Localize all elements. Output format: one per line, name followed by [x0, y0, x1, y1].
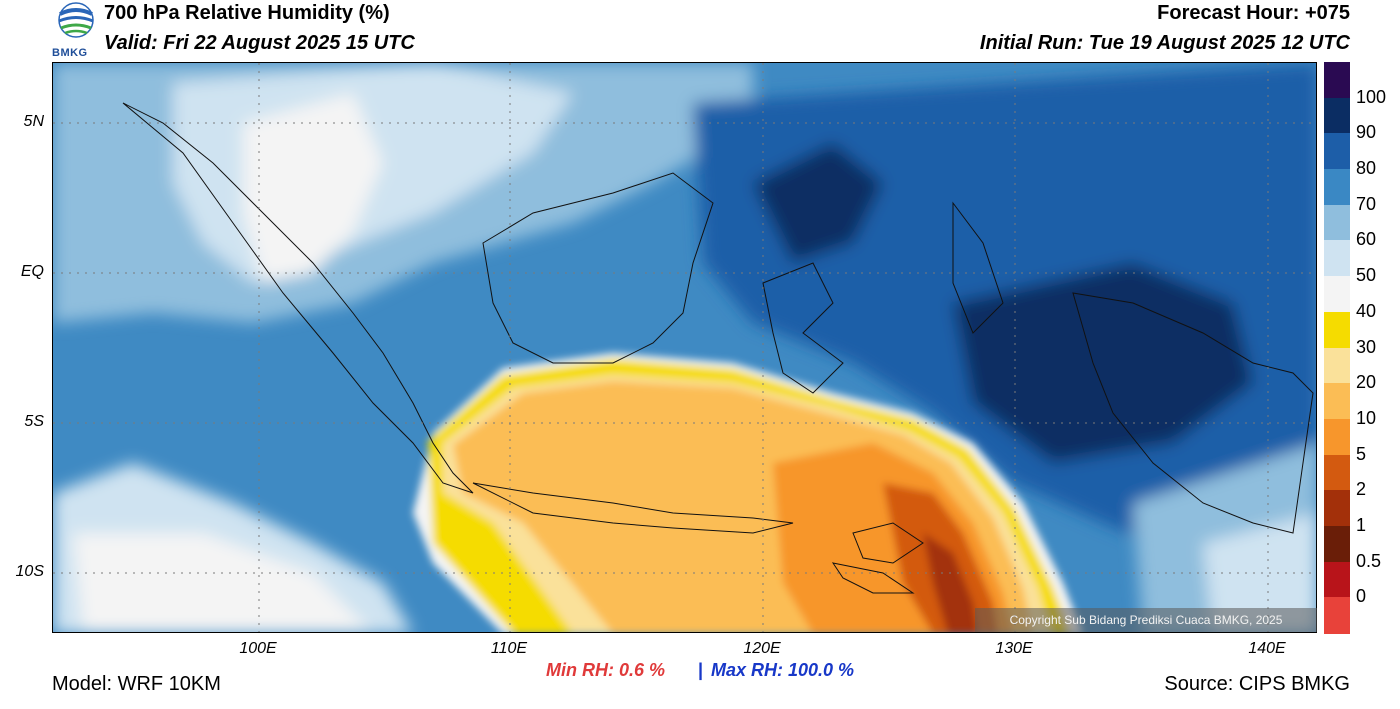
colorbar-label: 80: [1356, 158, 1377, 178]
colorbar-label: 20: [1356, 372, 1377, 392]
colorbar-swatch: [1324, 276, 1350, 313]
colorbar-label: 90: [1356, 122, 1377, 142]
colorbar-label: 100: [1356, 87, 1387, 107]
colorbar-swatch: [1324, 169, 1350, 206]
colorbar-swatch: [1324, 62, 1350, 99]
colorbar-label: 5: [1356, 444, 1367, 464]
colorbar-swatch: [1324, 133, 1350, 170]
colorbar-label: 0.5: [1356, 551, 1382, 571]
colorbar-swatch: [1324, 383, 1350, 420]
graticule: [53, 63, 1316, 632]
initial-run: Initial Run: Tue 19 August 2025 12 UTC: [979, 32, 1350, 54]
colorbar-swatch: [1324, 311, 1350, 348]
logo-text: BMKG: [52, 47, 88, 59]
colorbar-label: 30: [1356, 337, 1377, 357]
lon-label-100e: 100E: [239, 640, 277, 657]
lon-label-110e: 110E: [490, 640, 528, 657]
colorbar-swatch: [1324, 240, 1350, 277]
model-label: Model: WRF 10KM: [52, 673, 221, 695]
valid-time: Valid: Fri 22 August 2025 15 UTC: [104, 32, 415, 54]
colorbar-swatch: [1324, 454, 1350, 491]
map-canvas: [53, 63, 1316, 632]
min-rh: Min RH: 0.6 %: [546, 660, 666, 680]
colorbar-label: 50: [1356, 265, 1377, 285]
colorbar-label: 0: [1356, 586, 1367, 606]
colorbar-label: 40: [1356, 301, 1377, 321]
colorbar-swatch: [1324, 597, 1350, 634]
lat-label-10s: 10S: [15, 563, 44, 580]
chart-title: 700 hPa Relative Humidity (%): [104, 2, 390, 24]
lat-label-5n: 5N: [23, 113, 44, 130]
colorbar-label: 2: [1356, 479, 1367, 499]
colorbar-swatch: [1324, 204, 1350, 241]
stats-separator: |: [698, 660, 704, 680]
lat-label-5s: 5S: [24, 413, 44, 430]
copyright-banner: Copyright Sub Bidang Prediksi Cuaca BMKG…: [975, 608, 1317, 632]
colorbar-swatch: [1324, 347, 1350, 384]
colorbar-label: 10: [1356, 408, 1377, 428]
humidity-map: [52, 62, 1317, 633]
colorbar-label: 60: [1356, 229, 1377, 249]
colorbar-swatch: [1324, 561, 1350, 598]
colorbar-swatch: [1324, 418, 1350, 456]
lon-label-130e: 130E: [995, 640, 1033, 657]
lon-label-120e: 120E: [743, 640, 781, 657]
coastlines: [122, 102, 1314, 594]
max-rh: Max RH: 100.0 %: [711, 660, 855, 680]
colorbar-swatch: [1324, 97, 1350, 134]
colorbar-label: 70: [1356, 194, 1377, 214]
colorbar-label: 1: [1356, 515, 1367, 535]
bmkg-logo: [52, 2, 100, 60]
forecast-hour: Forecast Hour: +075: [1157, 2, 1350, 24]
colorbar-swatch: [1324, 490, 1350, 527]
lon-label-140e: 140E: [1248, 640, 1286, 657]
source-label: Source: CIPS BMKG: [1164, 673, 1350, 695]
colorbar-swatch: [1324, 525, 1350, 563]
lat-label-eq: EQ: [20, 263, 44, 280]
colorbar: [1324, 62, 1350, 634]
